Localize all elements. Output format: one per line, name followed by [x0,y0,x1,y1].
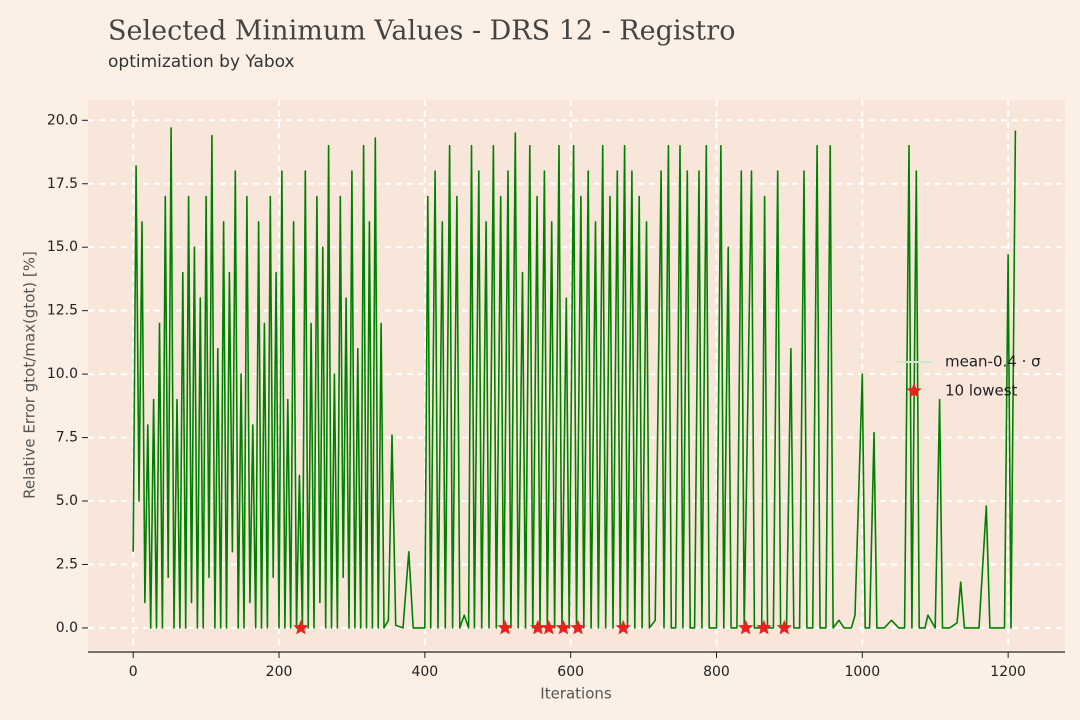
star-marker [738,619,754,635]
x-tick-label: 800 [703,664,730,680]
star-marker [570,619,586,635]
star-marker [293,619,309,635]
legend-marker [906,383,922,398]
legend-label: 10 lowest [945,382,1018,400]
y-tick-label: 10.0 [47,366,78,382]
y-tick-label: 17.5 [47,176,78,192]
y-axis-label: Relative Error gtot/max(gtot) [%] [21,251,39,499]
star-marker [615,619,631,635]
x-tick-label: 200 [266,664,293,680]
y-tick-label: 15.0 [47,239,78,255]
x-tick-label: 1000 [844,664,880,680]
x-tick-label: 400 [411,664,438,680]
x-tick-label: 600 [557,664,584,680]
star-marker [541,619,557,635]
x-axis-label: Iterations [540,685,612,703]
legend-label: mean-0.4 · σ [945,353,1041,371]
x-tick-label: 0 [129,664,138,680]
chart-subtitle: optimization by Yabox [108,52,295,72]
y-tick-label: 20.0 [47,112,78,128]
data-line [132,127,1017,629]
star-marker [555,619,571,635]
x-tick-label: 1200 [990,664,1026,680]
star-marker [497,619,513,635]
star-marker [530,619,546,635]
star-marker [776,619,792,635]
star-marker [756,619,772,635]
y-tick-label: 5.0 [56,493,78,509]
y-tick-label: 0.0 [56,620,78,636]
chart-title: Selected Minimum Values - DRS 12 - Regis… [108,16,735,47]
y-tick-label: 12.5 [47,303,78,319]
y-tick-label: 7.5 [56,430,78,446]
y-tick-label: 2.5 [56,556,78,572]
